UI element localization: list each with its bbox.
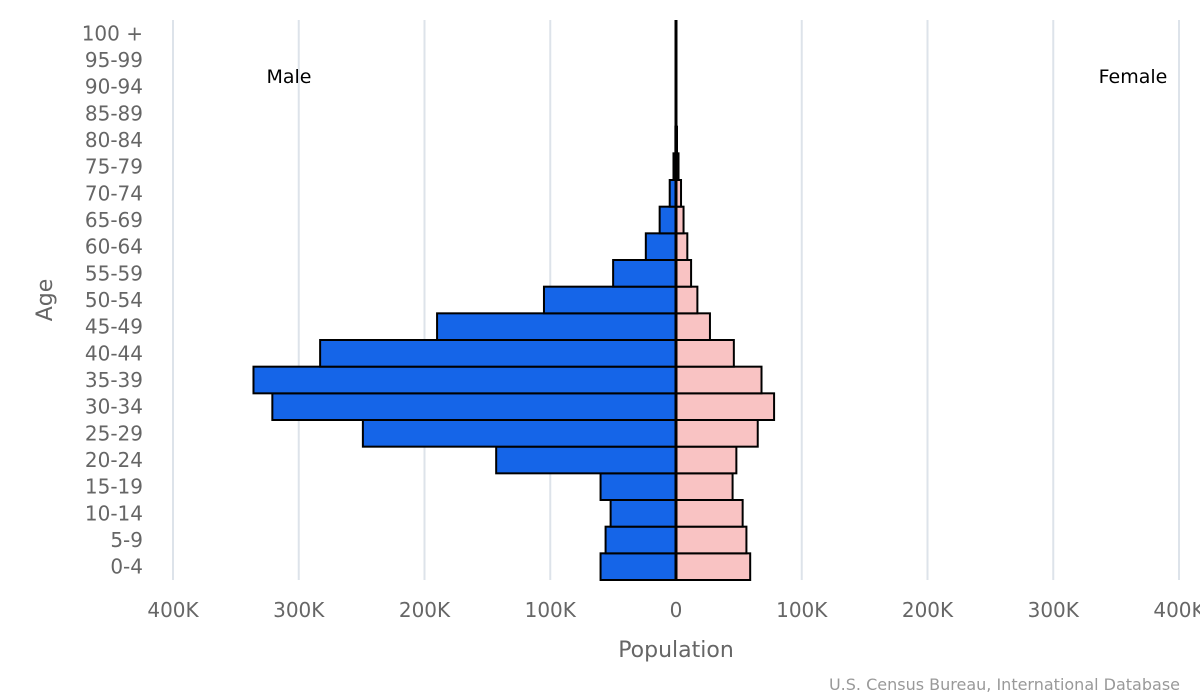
y-tick-label: 20-24 bbox=[85, 448, 143, 472]
bars bbox=[252, 20, 776, 581]
bar-male-20-24[interactable] bbox=[495, 445, 677, 475]
x-axis-title: Population bbox=[618, 638, 734, 663]
bar-male-55-59[interactable] bbox=[612, 259, 677, 288]
bar-female-35-39[interactable] bbox=[675, 365, 763, 395]
bar-male-40-44[interactable] bbox=[319, 339, 677, 368]
bar-male-25-29[interactable] bbox=[361, 419, 677, 448]
y-tick-label: 80-84 bbox=[85, 128, 143, 152]
y-tick-label: 85-89 bbox=[85, 101, 143, 125]
x-tick-label: 300K bbox=[273, 598, 325, 622]
bar-female-60-64[interactable] bbox=[675, 232, 689, 261]
bar-male-45-49[interactable] bbox=[436, 312, 678, 342]
x-tick-label: 400K bbox=[1153, 598, 1200, 622]
y-tick-label: 0-4 bbox=[110, 555, 143, 579]
bar-male-65-69[interactable] bbox=[658, 205, 678, 235]
bar-male-15-19[interactable] bbox=[599, 472, 677, 502]
y-tick-label: 70-74 bbox=[85, 181, 143, 205]
male-side-label: Male bbox=[266, 66, 311, 88]
bar-female-15-19[interactable] bbox=[675, 472, 734, 502]
y-tick-label: 75-79 bbox=[85, 155, 143, 179]
source-credit: U.S. Census Bureau, International Databa… bbox=[828, 675, 1180, 694]
bar-male-0-4[interactable] bbox=[599, 552, 677, 581]
y-tick-label: 100 + bbox=[82, 21, 143, 45]
x-tick-labels: 400K 300K 200K 100K 0 100K 200K 300K 400K bbox=[147, 598, 1200, 622]
y-tick-label: 45-49 bbox=[85, 315, 143, 339]
bar-male-50-54[interactable] bbox=[542, 285, 678, 315]
female-side-label: Female bbox=[1099, 66, 1168, 88]
bar-female-30-34[interactable] bbox=[675, 392, 776, 422]
bar-female-40-44[interactable] bbox=[675, 339, 735, 368]
y-tick-label: 95-99 bbox=[85, 48, 143, 72]
bar-female-45-49[interactable] bbox=[675, 312, 711, 342]
bar-female-5-9[interactable] bbox=[675, 525, 748, 555]
y-tick-label: 15-19 bbox=[85, 475, 143, 499]
bar-female-55-59[interactable] bbox=[675, 259, 693, 288]
y-tick-label: 90-94 bbox=[85, 75, 143, 99]
y-axis-title: Age bbox=[33, 279, 58, 322]
y-tick-label: 65-69 bbox=[85, 208, 143, 232]
x-tick-label: 100K bbox=[525, 598, 577, 622]
bar-female-50-54[interactable] bbox=[675, 285, 699, 315]
bar-female-0-4[interactable] bbox=[675, 552, 752, 581]
y-tick-label: 10-14 bbox=[85, 501, 143, 525]
bar-male-60-64[interactable] bbox=[644, 232, 678, 261]
x-tick-label: 100K bbox=[776, 598, 828, 622]
y-tick-label: 25-29 bbox=[85, 421, 143, 445]
gridlines bbox=[172, 20, 1180, 580]
y-tick-label: 55-59 bbox=[85, 261, 143, 285]
y-tick-label: 50-54 bbox=[85, 288, 143, 312]
bar-female-25-29[interactable] bbox=[675, 419, 759, 448]
bar-male-10-14[interactable] bbox=[609, 499, 677, 528]
bar-female-20-24[interactable] bbox=[675, 445, 738, 475]
x-tick-label: 200K bbox=[399, 598, 451, 622]
y-tick-label: 5-9 bbox=[110, 528, 143, 552]
y-tick-label: 35-39 bbox=[85, 368, 143, 392]
x-tick-label: 0 bbox=[670, 598, 683, 622]
bar-female-10-14[interactable] bbox=[675, 499, 744, 528]
x-tick-label: 400K bbox=[147, 598, 199, 622]
y-tick-label: 60-64 bbox=[85, 235, 143, 259]
bar-male-35-39[interactable] bbox=[252, 365, 677, 395]
bar-male-30-34[interactable] bbox=[271, 392, 677, 422]
x-tick-label: 200K bbox=[902, 598, 954, 622]
y-tick-label: 40-44 bbox=[85, 341, 143, 365]
bar-male-5-9[interactable] bbox=[604, 525, 678, 555]
y-tick-label: 30-34 bbox=[85, 395, 143, 419]
x-tick-label: 300K bbox=[1028, 598, 1080, 622]
